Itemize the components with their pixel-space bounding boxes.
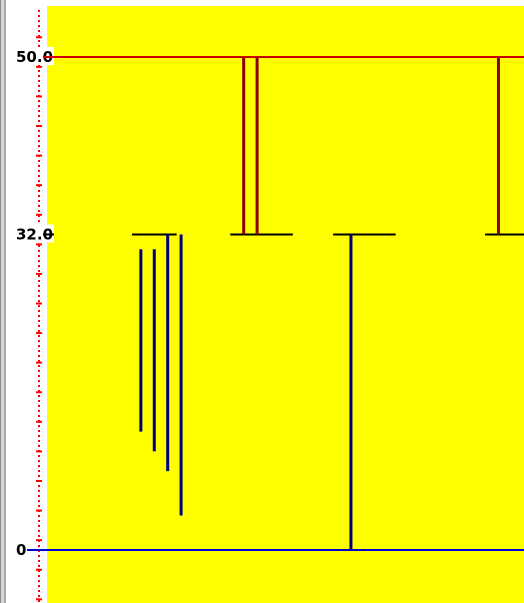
y-tick-label-bg: [14, 540, 27, 558]
y-tick-label-bg: [14, 47, 54, 65]
y-axis-labels: 50.0 32.0 0: [14, 47, 54, 559]
series-lines: [35, 56, 524, 551]
y-tick-label: 32.0: [16, 225, 53, 243]
y-axis: [36, 10, 42, 603]
y-tick-label: 50.0: [16, 48, 53, 66]
plot-area: [47, 6, 524, 603]
y-tick-label-bg: [14, 224, 54, 243]
window-left-border: [0, 0, 6, 603]
y-tick-label: 0: [16, 541, 26, 559]
